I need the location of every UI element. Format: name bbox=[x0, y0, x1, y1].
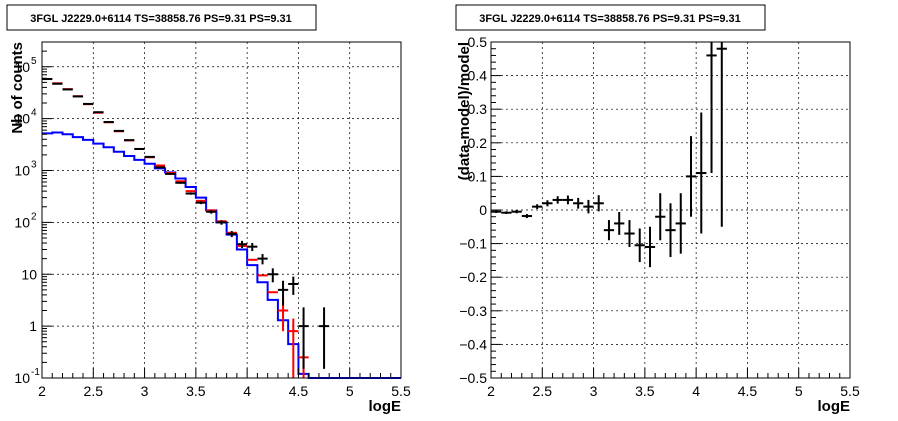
right-y-tick-label: 0.2 bbox=[468, 135, 488, 151]
left-y-tick-exponent: -1 bbox=[31, 367, 40, 378]
right-y-tick-label: −0.5 bbox=[459, 370, 487, 386]
right-y-tick-label: 0.3 bbox=[468, 101, 488, 117]
right-y-tick-label: −0.4 bbox=[459, 336, 487, 352]
left-y-tick-label: 10 bbox=[14, 214, 30, 230]
left-y-tick-label: 10 bbox=[14, 59, 30, 75]
right-x-tick-label: 3 bbox=[590, 383, 598, 399]
left-y-tick-label: 10 bbox=[14, 163, 30, 179]
right-title-box bbox=[455, 4, 766, 31]
right-panel-background bbox=[449, 0, 898, 421]
right-x-tick-label: 4 bbox=[692, 383, 700, 399]
left-x-tick-label: 2 bbox=[38, 383, 46, 399]
left-x-tick-label: 4.5 bbox=[289, 383, 309, 399]
left-y-tick-label: 1 bbox=[29, 318, 37, 334]
model-histogram-line bbox=[42, 131, 401, 379]
left-y-tick-exponent: 4 bbox=[31, 108, 37, 119]
right-chart-title: 3FGL J2229.0+6114 TS=38858.76 PS=9.31 PS… bbox=[479, 13, 741, 25]
left-x-tick-label: 3 bbox=[141, 383, 149, 399]
left-x-axis-title: logE bbox=[369, 398, 402, 415]
right-y-tick-label: 0.1 bbox=[468, 168, 488, 184]
left-x-tick-label: 5 bbox=[346, 383, 354, 399]
right-panel: 3FGL J2229.0+6114 TS=38858.76 PS=9.31 PS… bbox=[449, 0, 898, 421]
left-x-tick-label: 2.5 bbox=[84, 383, 104, 399]
right-y-tick-label: 0 bbox=[479, 202, 487, 218]
right-x-tick-label: 3.5 bbox=[635, 383, 655, 399]
right-y-tick-label: −0.2 bbox=[459, 269, 487, 285]
left-plot-area bbox=[42, 78, 401, 379]
right-x-tick-label: 2.5 bbox=[533, 383, 553, 399]
right-x-axis-title: logE bbox=[818, 398, 851, 415]
left-panel-background bbox=[0, 0, 449, 421]
right-axes: 2 2.5 3 3.5 4 4.5 5 5.5 −0.5 −0.4 −0.3 −0.2 −0.1 0 0.1… bbox=[459, 34, 860, 399]
left-y-tick-exponent: 2 bbox=[31, 211, 37, 222]
left-x-tick-label: 5.5 bbox=[391, 383, 411, 399]
left-x-tick-label: 4 bbox=[243, 383, 251, 399]
right-x-tick-label: 4.5 bbox=[738, 383, 758, 399]
left-y-tick-exponent: 3 bbox=[31, 160, 37, 171]
right-y-tick-label: 0.4 bbox=[468, 68, 488, 84]
right-y-tick-label: −0.3 bbox=[459, 303, 487, 319]
left-y-tick-label: 10 bbox=[14, 370, 30, 386]
left-x-tick-label: 3.5 bbox=[186, 383, 206, 399]
left-panel: 3FGL J2229.0+6114 TS=38858.76 PS=9.31 PS… bbox=[0, 0, 449, 421]
left-y-axis-title: Nb of counts bbox=[9, 42, 26, 134]
right-x-tick-label: 5 bbox=[795, 383, 803, 399]
right-x-tick-label: 5.5 bbox=[840, 383, 860, 399]
left-y-tick-label: 10 bbox=[14, 111, 30, 127]
left-chart-title: 3FGL J2229.0+6114 TS=38858.76 PS=9.31 PS… bbox=[30, 13, 292, 25]
left-frame bbox=[41, 41, 402, 379]
right-y-axis-title: (data-model)/model bbox=[456, 42, 473, 180]
right-y-tick-label: 0.5 bbox=[468, 34, 488, 50]
left-title-box bbox=[6, 4, 317, 31]
right-plot-area bbox=[491, 42, 727, 268]
left-y-tick-label: 10 bbox=[21, 266, 37, 282]
left-y-tick-exponent: 5 bbox=[31, 56, 37, 67]
right-x-tick-label: 2 bbox=[487, 383, 495, 399]
right-y-tick-label: −0.1 bbox=[459, 236, 487, 252]
